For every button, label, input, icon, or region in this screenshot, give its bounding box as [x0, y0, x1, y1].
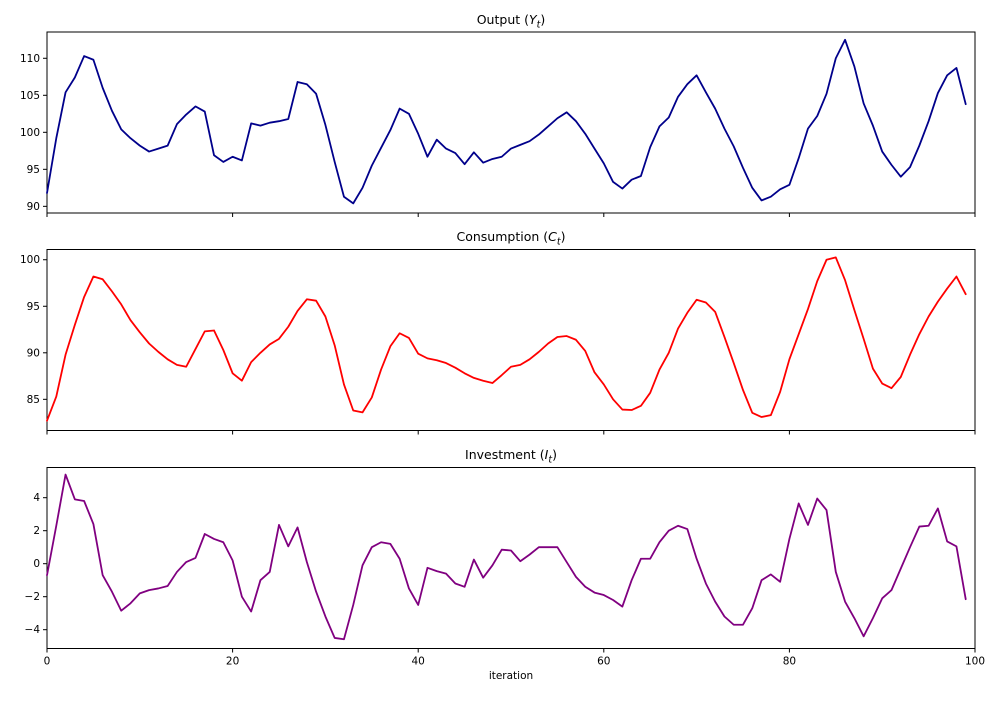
consumption-axes-box	[46, 249, 976, 431]
investment-ytick-label: 0	[33, 558, 40, 570]
title-subscript: t	[548, 454, 553, 466]
consumption-ytick-label: 100	[20, 254, 40, 266]
output-ytick-label: 110	[20, 53, 40, 65]
xtick-label: 40	[412, 656, 425, 668]
title-subscript: t	[556, 236, 561, 248]
xtick-label: 0	[44, 656, 51, 668]
title-text: Consumption (	[456, 229, 549, 244]
investment-axes-box	[46, 467, 976, 649]
investment-ytick-label: −4	[25, 624, 41, 636]
title-text: )	[560, 229, 566, 244]
xtick-label: 100	[965, 656, 985, 668]
consumption-ytick-label: 95	[27, 301, 40, 313]
title-text: )	[540, 12, 546, 27]
title-investment-panel: Investment (It)	[47, 447, 975, 465]
output-ytick-label: 105	[20, 90, 40, 102]
title-text: )	[552, 447, 557, 462]
xtick-label: 80	[783, 656, 796, 668]
consumption-ytick-label: 85	[27, 394, 40, 406]
consumption-line	[46, 256, 967, 422]
output-axes-box	[46, 31, 976, 214]
investment-ytick-label: 2	[33, 525, 40, 537]
title-text: Investment (	[465, 447, 545, 462]
xtick-label: 60	[597, 656, 610, 668]
consumption-ytick-label: 90	[27, 347, 40, 359]
title-output-panel: Output (Yt)	[47, 12, 975, 30]
title-variable: Y	[529, 12, 537, 27]
title-subscript: t	[536, 19, 541, 31]
output-line	[46, 38, 967, 205]
title-variable: C	[548, 229, 557, 244]
xaxis-label: iteration	[488, 670, 534, 682]
output-ytick-label: 100	[20, 127, 40, 139]
title-variable: I	[544, 447, 549, 462]
investment-ytick-label: 4	[33, 492, 40, 504]
title-consumption-panel: Consumption (Ct)	[47, 229, 975, 247]
output-ytick-label: 90	[27, 201, 40, 213]
investment-line	[46, 473, 967, 641]
xtick-label: 20	[226, 656, 239, 668]
output-ytick-label: 95	[27, 164, 40, 176]
title-text: Output (	[476, 12, 529, 27]
investment-ytick-label: −2	[25, 591, 40, 603]
